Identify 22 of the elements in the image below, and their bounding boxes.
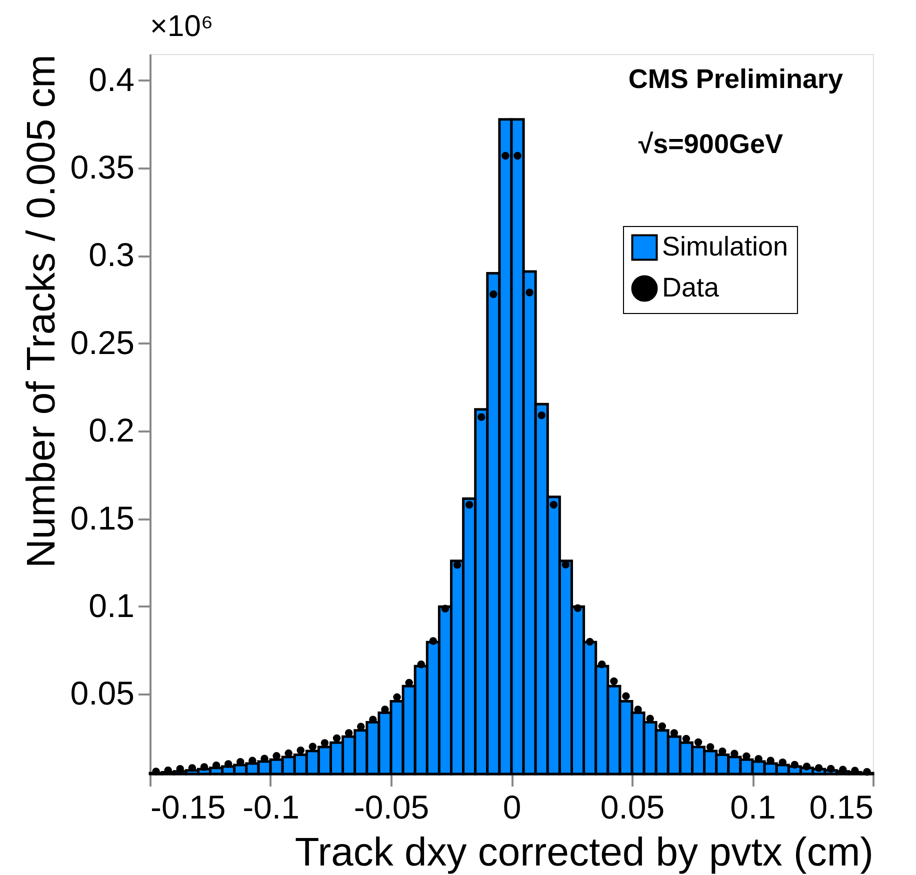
y-tick-label: 0.3 [88, 236, 134, 274]
x-tick-label: 0.1 [730, 788, 776, 826]
x-axis-title: Track dxy corrected by pvtx (cm) [294, 830, 874, 874]
y-tick-label: 0.4 [88, 60, 134, 98]
annotation: CMS Preliminary [628, 64, 843, 94]
annotation: √s=900GeV [638, 129, 783, 159]
y-tick-label: 0.05 [70, 674, 134, 712]
x-tick-label: 0.05 [600, 788, 665, 826]
text: ×10⁶ [150, 10, 214, 43]
legend-label: Simulation [662, 232, 788, 262]
x-tick-label: 0 [502, 788, 522, 826]
y-tick-label: 0.1 [88, 586, 134, 624]
y-tick-label: 0.35 [70, 148, 134, 186]
y-tick-label: 0.2 [88, 412, 134, 449]
x-tick-label: -0.05 [354, 788, 430, 826]
y-tick-label: 0.25 [70, 324, 134, 361]
y-tick-label: 0.15 [70, 499, 134, 536]
x-tick-label: -0.15 [150, 788, 226, 826]
x-tick-label: -0.1 [242, 788, 300, 826]
y-axis-title: Number of Tracks / 0.005 cm [19, 54, 64, 568]
legend-label: Data [662, 272, 720, 302]
x-tick-label: 0.15 [809, 788, 874, 826]
